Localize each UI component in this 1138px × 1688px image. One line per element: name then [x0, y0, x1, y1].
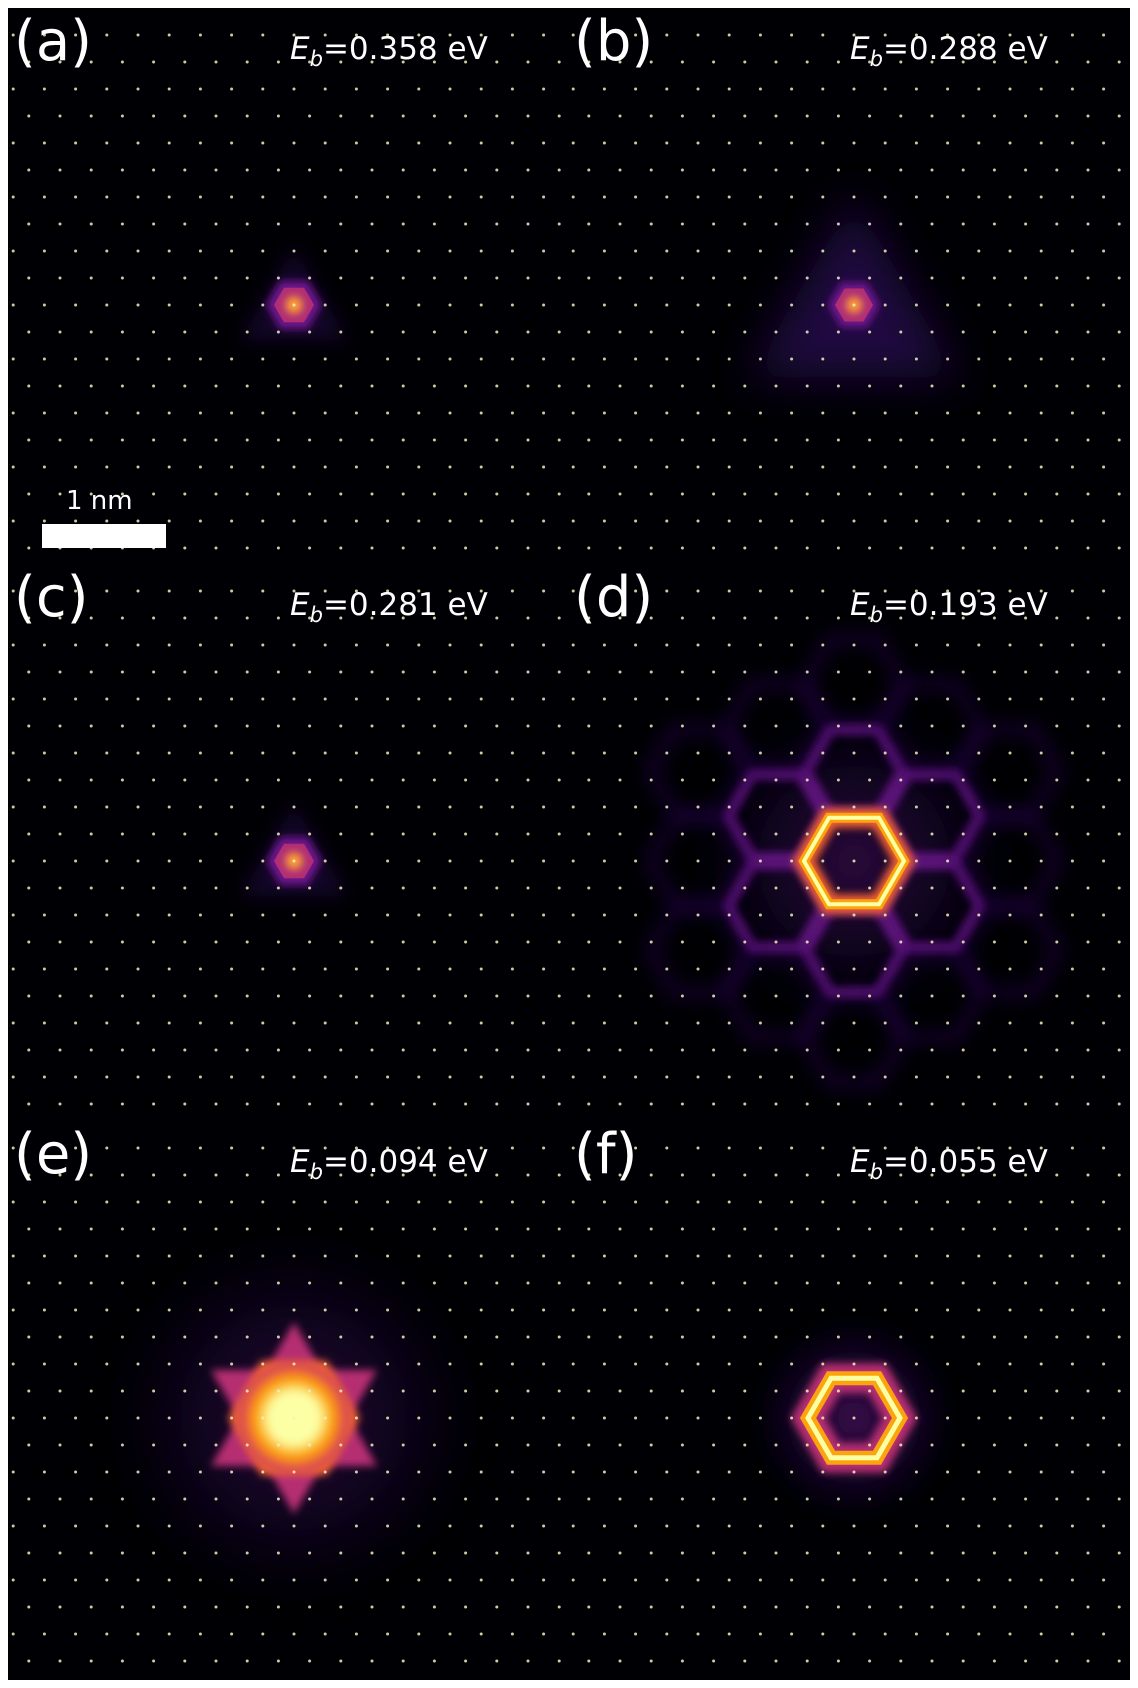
energy-value: =0.281 eV — [322, 587, 488, 623]
panel-letter: (c) — [14, 565, 89, 630]
energy-symbol: E — [290, 587, 310, 623]
density-map — [11, 33, 561, 550]
density-map — [11, 1146, 561, 1663]
energy-subscript: b — [309, 47, 323, 71]
energy-symbol: E — [290, 1144, 310, 1180]
density-map — [11, 589, 561, 1106]
density-map — [571, 589, 1121, 1106]
electron-density — [750, 197, 958, 377]
panel-f: (f) Eb=0.055 eV — [568, 1121, 1130, 1680]
panel-letter: (b) — [574, 9, 654, 74]
lattice-dots — [11, 589, 561, 1106]
energy-subscript: b — [869, 1160, 883, 1184]
binding-energy-label: Eb=0.193 eV — [850, 590, 1048, 626]
density-map — [571, 1146, 1121, 1663]
lattice-dots — [11, 33, 561, 550]
energy-symbol: E — [850, 31, 870, 67]
panel-letter: (f) — [574, 1122, 638, 1187]
panel-c: (c) Eb=0.281 eV — [8, 564, 570, 1123]
electron-density — [240, 247, 348, 340]
panel-b: (b) Eb=0.288 eV — [568, 8, 1130, 567]
panel-d: (d) Eb=0.193 eV — [568, 564, 1130, 1123]
energy-subscript: b — [309, 603, 323, 627]
energy-value: =0.193 eV — [882, 587, 1048, 623]
energy-value: =0.094 eV — [322, 1144, 488, 1180]
lattice-dots — [571, 589, 1121, 1106]
binding-energy-label: Eb=0.281 eV — [290, 590, 488, 626]
binding-energy-label: Eb=0.094 eV — [290, 1147, 488, 1183]
panel-a: (a) Eb=0.358 eV 1 nm — [8, 8, 570, 567]
lattice-dots — [571, 1146, 1121, 1663]
energy-subscript: b — [869, 47, 883, 71]
density-map — [571, 33, 1121, 550]
panel-letter: (d) — [574, 565, 654, 630]
binding-energy-label: Eb=0.055 eV — [850, 1147, 1048, 1183]
panel-e: (e) Eb=0.094 eV — [8, 1121, 570, 1680]
scale-bar-label: 1 nm — [66, 486, 133, 516]
energy-value: =0.358 eV — [322, 31, 488, 67]
panel-letter: (a) — [14, 9, 93, 74]
energy-subscript: b — [869, 603, 883, 627]
energy-value: =0.055 eV — [882, 1144, 1048, 1180]
energy-symbol: E — [850, 587, 870, 623]
scale-bar — [42, 524, 166, 548]
energy-symbol: E — [290, 31, 310, 67]
energy-value: =0.288 eV — [882, 31, 1048, 67]
electron-density — [240, 803, 348, 896]
lattice-dots — [11, 1146, 561, 1663]
lattice-dots — [571, 33, 1121, 550]
panel-letter: (e) — [14, 1122, 93, 1187]
binding-energy-label: Eb=0.288 eV — [850, 34, 1048, 70]
energy-symbol: E — [850, 1144, 870, 1180]
binding-energy-label: Eb=0.358 eV — [290, 34, 488, 70]
energy-subscript: b — [309, 1160, 323, 1184]
